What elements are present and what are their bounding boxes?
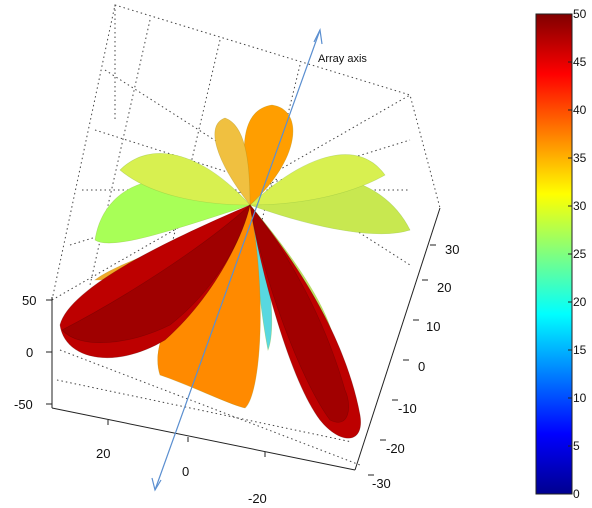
colorbar-tick-label: 0 (573, 487, 580, 501)
colorbar-tick-label: 15 (573, 343, 587, 357)
y-tick-label: 20 (437, 280, 451, 295)
x-axis: 20 0 -20 (96, 420, 267, 506)
colorbar-tick-label: 50 (573, 7, 587, 21)
x-tick-label: 0 (182, 464, 189, 479)
z-tick-label: 50 (22, 293, 36, 308)
colorbar-tick-label: 25 (573, 247, 587, 261)
z-tick-label: 0 (26, 345, 33, 360)
side-lobe-band-fill (119, 153, 251, 206)
colorbar-tick-label: 5 (573, 439, 580, 453)
radiation-pattern (59, 104, 411, 439)
colorbar-tick-label: 45 (573, 55, 587, 69)
colorbar-tick-label: 20 (573, 295, 587, 309)
side-lobe-band-fill (249, 154, 386, 206)
y-tick-label: -20 (386, 441, 405, 456)
colorbar-tick-label: 30 (573, 199, 587, 213)
y-tick-label: 30 (445, 242, 459, 257)
colorbar-tick-label: 10 (573, 391, 587, 405)
upper-lobe-left (214, 117, 251, 206)
z-axis: 50 0 -50 (14, 293, 52, 412)
array-axis-arrow (151, 28, 323, 492)
y-axis: 30 20 10 0 -10 -20 -30 (368, 242, 459, 491)
y-tick-label: -10 (398, 401, 417, 416)
z-tick-label: -50 (14, 397, 33, 412)
main-lobe-right-edge (249, 204, 349, 423)
y-tick-label: 10 (426, 319, 440, 334)
x-tick-label: -20 (248, 491, 267, 506)
y-tick-label: -30 (372, 476, 391, 491)
x-tick-label: 20 (96, 446, 110, 461)
array-axis-label: Array axis (318, 53, 367, 65)
colorbar-tick-label: 40 (573, 103, 587, 117)
colorbar-tick-label: 35 (573, 151, 587, 165)
y-tick-label: 0 (418, 359, 425, 374)
main-lobe-left-edge (61, 204, 251, 344)
